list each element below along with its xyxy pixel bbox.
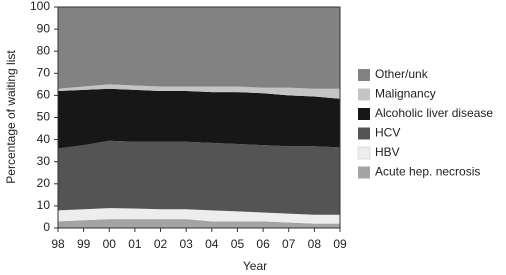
x-tick-label: 06 xyxy=(256,237,270,251)
y-tick-label: 10 xyxy=(37,198,51,212)
legend-label: HBV xyxy=(375,145,400,159)
legend-swatch xyxy=(357,146,371,160)
legend-label: Acute hep. necrosis xyxy=(375,165,480,179)
y-tick-label: 50 xyxy=(37,110,51,124)
x-tick-label: 99 xyxy=(77,237,91,251)
x-axis-label: Year xyxy=(243,259,267,273)
legend-label: HCV xyxy=(375,126,400,140)
legend-label: Malignancy xyxy=(375,87,436,101)
area xyxy=(58,208,340,224)
x-tick-label: 03 xyxy=(180,237,194,251)
area xyxy=(58,7,340,89)
y-tick-label: 80 xyxy=(37,43,51,57)
area xyxy=(58,88,340,149)
legend-label: Alcoholic liver disease xyxy=(375,106,493,120)
x-tick-label: 07 xyxy=(282,237,296,251)
x-tick-label: 02 xyxy=(154,237,168,251)
y-tick-label: 20 xyxy=(37,176,51,190)
area xyxy=(58,84,340,99)
legend-swatch xyxy=(358,127,370,140)
y-tick-label: 0 xyxy=(43,220,50,234)
x-tick-label: 09 xyxy=(333,237,347,251)
legend-swatch xyxy=(358,88,370,101)
y-tick-label: 90 xyxy=(37,21,51,35)
x-tick-label: 98 xyxy=(51,237,65,251)
x-tick-label: 05 xyxy=(231,237,245,251)
legend-swatch xyxy=(358,69,370,81)
legend-swatch xyxy=(358,166,370,179)
y-tick-label: 100 xyxy=(30,0,50,13)
y-tick-label: 70 xyxy=(37,65,51,79)
legend-swatch xyxy=(358,108,370,120)
area xyxy=(58,140,340,215)
y-tick-label: 60 xyxy=(37,88,51,102)
legend-label: Other/unk xyxy=(375,67,429,81)
y-tick-label: 30 xyxy=(37,154,51,168)
y-tick-label: 40 xyxy=(37,132,51,146)
x-tick-label: 01 xyxy=(128,237,142,251)
x-tick-label: 04 xyxy=(205,237,219,251)
x-tick-label: 00 xyxy=(103,237,117,251)
x-tick-label: 08 xyxy=(308,237,322,251)
y-axis-label: Percentage of waiting list xyxy=(4,50,18,184)
area xyxy=(58,219,340,228)
